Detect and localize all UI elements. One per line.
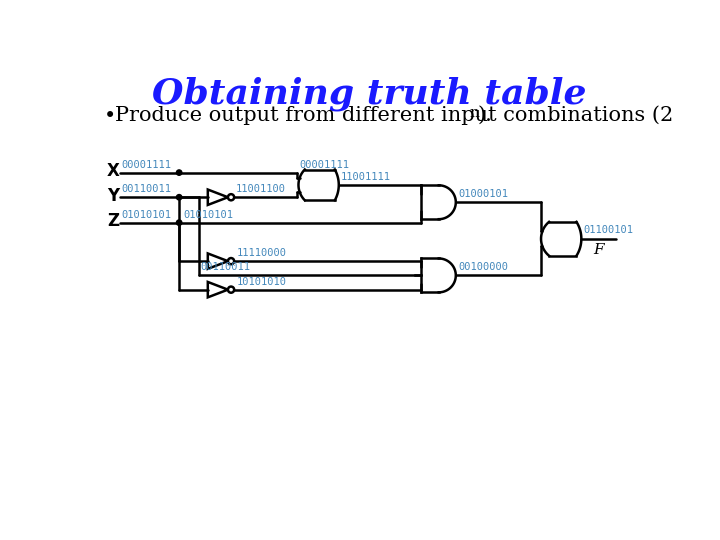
Text: X: X bbox=[107, 162, 120, 180]
Text: 01000101: 01000101 bbox=[458, 189, 508, 199]
Circle shape bbox=[176, 194, 182, 200]
Text: 00110011: 00110011 bbox=[201, 262, 251, 272]
Text: 11110000: 11110000 bbox=[236, 248, 287, 258]
Text: Z: Z bbox=[107, 212, 120, 230]
Text: 10101010: 10101010 bbox=[236, 276, 287, 287]
Text: 00110011: 00110011 bbox=[122, 184, 172, 194]
Text: 00100000: 00100000 bbox=[458, 262, 508, 272]
Text: 11001111: 11001111 bbox=[341, 172, 391, 182]
Text: Y: Y bbox=[107, 187, 120, 205]
Text: F: F bbox=[593, 244, 603, 258]
Circle shape bbox=[176, 220, 182, 225]
Circle shape bbox=[176, 170, 182, 176]
Text: 00001111: 00001111 bbox=[300, 159, 349, 170]
Text: 11001100: 11001100 bbox=[235, 184, 286, 194]
Text: 01100101: 01100101 bbox=[584, 225, 634, 235]
Text: ).: ). bbox=[477, 106, 492, 125]
Text: n: n bbox=[469, 106, 480, 120]
Text: 00001111: 00001111 bbox=[122, 159, 172, 170]
Text: 01010101: 01010101 bbox=[183, 210, 233, 220]
Text: Obtaining truth table: Obtaining truth table bbox=[152, 76, 586, 111]
Text: 01010101: 01010101 bbox=[122, 210, 172, 220]
Text: Produce output from different input combinations (2: Produce output from different input comb… bbox=[114, 106, 673, 125]
Text: •: • bbox=[104, 106, 116, 126]
